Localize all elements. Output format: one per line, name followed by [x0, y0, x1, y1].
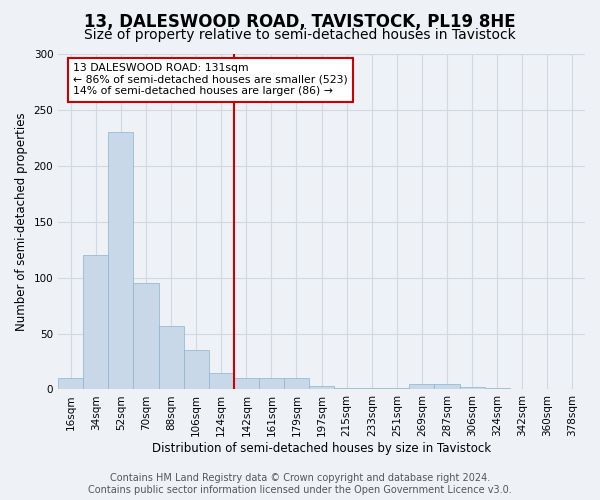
- Bar: [485, 388, 510, 390]
- Bar: [58, 378, 83, 390]
- Text: Size of property relative to semi-detached houses in Tavistock: Size of property relative to semi-detach…: [84, 28, 516, 42]
- X-axis label: Distribution of semi-detached houses by size in Tavistock: Distribution of semi-detached houses by …: [152, 442, 491, 455]
- Bar: [234, 378, 259, 390]
- Bar: [109, 132, 133, 390]
- Bar: [409, 384, 434, 390]
- Text: 13, DALESWOOD ROAD, TAVISTOCK, PL19 8HE: 13, DALESWOOD ROAD, TAVISTOCK, PL19 8HE: [84, 12, 516, 30]
- Text: 13 DALESWOOD ROAD: 131sqm
← 86% of semi-detached houses are smaller (523)
14% of: 13 DALESWOOD ROAD: 131sqm ← 86% of semi-…: [73, 63, 348, 96]
- Bar: [334, 388, 359, 390]
- Bar: [359, 388, 385, 390]
- Bar: [434, 384, 460, 390]
- Bar: [460, 387, 485, 390]
- Bar: [284, 378, 309, 390]
- Bar: [385, 388, 409, 390]
- Text: Contains HM Land Registry data © Crown copyright and database right 2024.
Contai: Contains HM Land Registry data © Crown c…: [88, 474, 512, 495]
- Bar: [133, 283, 158, 390]
- Bar: [83, 256, 109, 390]
- Bar: [259, 378, 284, 390]
- Bar: [209, 372, 234, 390]
- Bar: [184, 350, 209, 390]
- Bar: [309, 386, 334, 390]
- Bar: [158, 326, 184, 390]
- Y-axis label: Number of semi-detached properties: Number of semi-detached properties: [15, 112, 28, 331]
